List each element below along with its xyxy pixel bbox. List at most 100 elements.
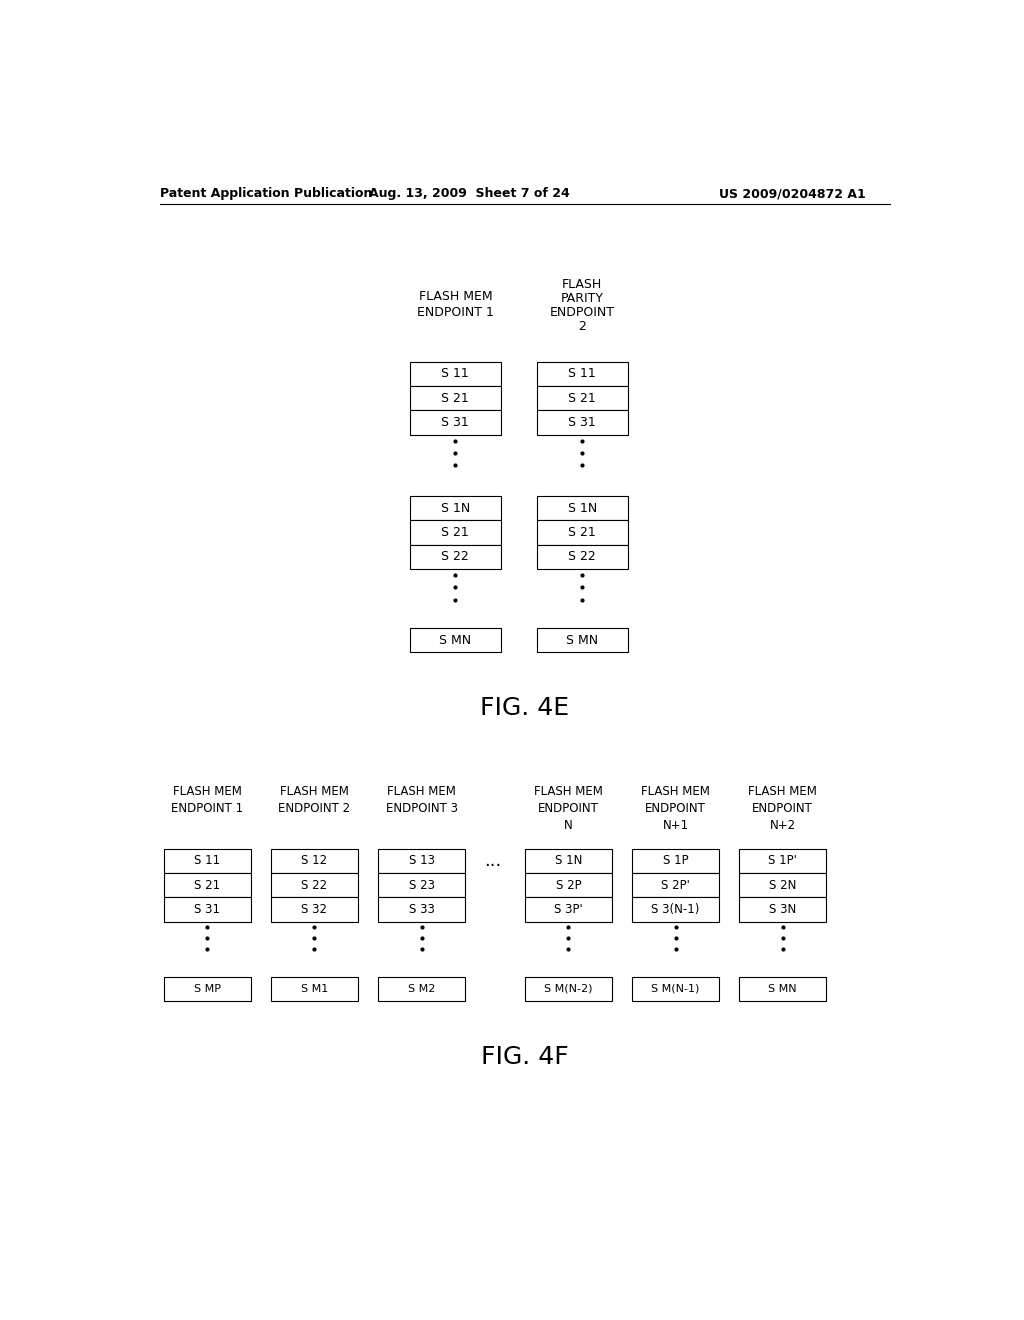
FancyBboxPatch shape — [632, 898, 719, 921]
FancyBboxPatch shape — [410, 385, 501, 411]
Text: S 22: S 22 — [441, 550, 469, 564]
Text: FIG. 4E: FIG. 4E — [480, 696, 569, 721]
FancyBboxPatch shape — [537, 545, 628, 569]
Text: S M(N-2): S M(N-2) — [544, 983, 593, 994]
FancyBboxPatch shape — [739, 898, 826, 921]
Text: S M2: S M2 — [408, 983, 435, 994]
FancyBboxPatch shape — [378, 977, 465, 1001]
Text: S 33: S 33 — [409, 903, 434, 916]
FancyBboxPatch shape — [537, 362, 628, 385]
Text: PARITY: PARITY — [561, 292, 604, 305]
Text: FLASH MEM: FLASH MEM — [534, 784, 603, 797]
FancyBboxPatch shape — [270, 977, 358, 1001]
Text: ENDPOINT: ENDPOINT — [753, 801, 813, 814]
Text: S 31: S 31 — [568, 416, 596, 429]
Text: S MN: S MN — [768, 983, 797, 994]
Text: S 1N: S 1N — [440, 502, 470, 515]
Text: S 31: S 31 — [441, 416, 469, 429]
Text: ...: ... — [484, 851, 502, 870]
Text: ENDPOINT 1: ENDPOINT 1 — [417, 306, 494, 319]
Text: S 3(N-1): S 3(N-1) — [651, 903, 699, 916]
Text: S MP: S MP — [194, 983, 221, 994]
Text: FIG. 4F: FIG. 4F — [481, 1045, 568, 1069]
Text: S 11: S 11 — [195, 854, 220, 867]
Text: S 11: S 11 — [568, 367, 596, 380]
FancyBboxPatch shape — [524, 849, 612, 873]
FancyBboxPatch shape — [410, 411, 501, 434]
FancyBboxPatch shape — [410, 628, 501, 652]
Text: Aug. 13, 2009  Sheet 7 of 24: Aug. 13, 2009 Sheet 7 of 24 — [369, 187, 569, 201]
FancyBboxPatch shape — [537, 628, 628, 652]
Text: ENDPOINT 2: ENDPOINT 2 — [279, 801, 350, 814]
Text: S 21: S 21 — [441, 392, 469, 405]
Text: N+2: N+2 — [770, 820, 796, 832]
FancyBboxPatch shape — [537, 496, 628, 520]
Text: S 23: S 23 — [409, 879, 434, 891]
Text: S MN: S MN — [566, 634, 598, 647]
FancyBboxPatch shape — [270, 898, 358, 921]
Text: Patent Application Publication: Patent Application Publication — [160, 187, 372, 201]
Text: FLASH MEM: FLASH MEM — [173, 784, 242, 797]
Text: S 1P: S 1P — [663, 854, 688, 867]
Text: N: N — [564, 820, 572, 832]
FancyBboxPatch shape — [524, 977, 612, 1001]
FancyBboxPatch shape — [739, 849, 826, 873]
FancyBboxPatch shape — [410, 362, 501, 385]
Text: ENDPOINT: ENDPOINT — [645, 801, 706, 814]
Text: ENDPOINT: ENDPOINT — [550, 306, 614, 319]
Text: N+1: N+1 — [663, 820, 689, 832]
Text: S 2P': S 2P' — [662, 879, 690, 891]
Text: FLASH MEM: FLASH MEM — [749, 784, 817, 797]
Text: S 2N: S 2N — [769, 879, 797, 891]
Text: FLASH MEM: FLASH MEM — [419, 289, 493, 302]
Text: 2: 2 — [579, 321, 587, 333]
Text: S 1N: S 1N — [555, 854, 582, 867]
FancyBboxPatch shape — [270, 849, 358, 873]
FancyBboxPatch shape — [524, 873, 612, 898]
Text: S MN: S MN — [439, 634, 471, 647]
Text: ENDPOINT 3: ENDPOINT 3 — [386, 801, 458, 814]
Text: S 21: S 21 — [441, 525, 469, 539]
Text: S 21: S 21 — [568, 525, 596, 539]
Text: ENDPOINT: ENDPOINT — [538, 801, 599, 814]
Text: S 3N: S 3N — [769, 903, 797, 916]
FancyBboxPatch shape — [739, 873, 826, 898]
FancyBboxPatch shape — [378, 873, 465, 898]
FancyBboxPatch shape — [739, 977, 826, 1001]
Text: FLASH: FLASH — [562, 277, 602, 290]
FancyBboxPatch shape — [378, 898, 465, 921]
Text: S M(N-1): S M(N-1) — [651, 983, 699, 994]
FancyBboxPatch shape — [537, 385, 628, 411]
FancyBboxPatch shape — [410, 545, 501, 569]
FancyBboxPatch shape — [632, 977, 719, 1001]
Text: S 22: S 22 — [301, 879, 328, 891]
FancyBboxPatch shape — [164, 873, 251, 898]
FancyBboxPatch shape — [537, 520, 628, 545]
Text: S 22: S 22 — [568, 550, 596, 564]
Text: S 31: S 31 — [195, 903, 220, 916]
Text: FLASH MEM: FLASH MEM — [280, 784, 349, 797]
FancyBboxPatch shape — [632, 873, 719, 898]
Text: S 1N: S 1N — [567, 502, 597, 515]
FancyBboxPatch shape — [410, 496, 501, 520]
FancyBboxPatch shape — [164, 977, 251, 1001]
Text: S 2P: S 2P — [556, 879, 582, 891]
FancyBboxPatch shape — [378, 849, 465, 873]
FancyBboxPatch shape — [537, 411, 628, 434]
Text: S 11: S 11 — [441, 367, 469, 380]
FancyBboxPatch shape — [164, 898, 251, 921]
Text: ENDPOINT 1: ENDPOINT 1 — [171, 801, 244, 814]
Text: S 32: S 32 — [301, 903, 328, 916]
FancyBboxPatch shape — [164, 849, 251, 873]
FancyBboxPatch shape — [632, 849, 719, 873]
FancyBboxPatch shape — [524, 898, 612, 921]
Text: S M1: S M1 — [301, 983, 328, 994]
Text: US 2009/0204872 A1: US 2009/0204872 A1 — [719, 187, 866, 201]
Text: S 12: S 12 — [301, 854, 328, 867]
FancyBboxPatch shape — [410, 520, 501, 545]
Text: S 21: S 21 — [195, 879, 220, 891]
Text: S 3P': S 3P' — [554, 903, 583, 916]
Text: S 1P': S 1P' — [768, 854, 797, 867]
Text: S 21: S 21 — [568, 392, 596, 405]
Text: FLASH MEM: FLASH MEM — [387, 784, 456, 797]
